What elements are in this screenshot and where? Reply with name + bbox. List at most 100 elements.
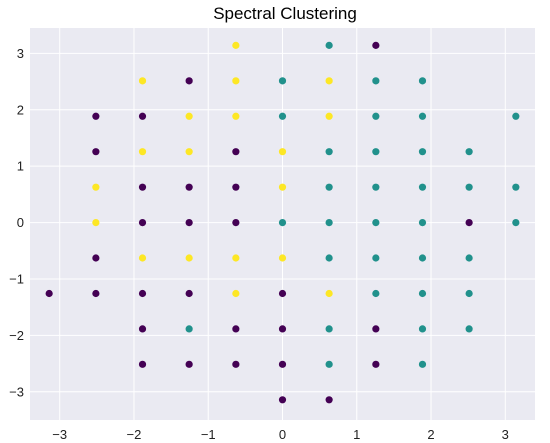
scatter-point [325, 289, 333, 298]
scatter-point [372, 218, 380, 227]
y-tick-label: 3 [17, 46, 24, 61]
scatter-point [138, 218, 147, 227]
points-layer [45, 41, 520, 404]
scatter-point [92, 148, 100, 156]
y-tick-label: 2 [17, 102, 24, 117]
scatter-point [92, 183, 100, 191]
scatter-point [325, 325, 333, 333]
x-tick-label: −3 [52, 427, 67, 442]
scatter-point [465, 289, 473, 298]
scatter-point [185, 360, 193, 368]
scatter-point [372, 77, 380, 85]
scatter-point [325, 254, 333, 262]
scatter-point [232, 77, 240, 85]
x-tick-label: −1 [201, 427, 216, 442]
scatter-point [138, 183, 147, 191]
scatter-point [185, 183, 193, 191]
scatter-point [232, 360, 240, 368]
scatter-point [92, 289, 100, 298]
scatter-point [465, 218, 473, 227]
scatter-point [185, 218, 193, 227]
scatter-point [325, 360, 333, 368]
scatter-point [232, 218, 240, 227]
scatter-point [278, 148, 287, 156]
scatter-point [325, 218, 333, 227]
chart-title: Spectral Clustering [213, 4, 357, 23]
scatter-point [325, 148, 333, 156]
scatter-point [185, 148, 193, 156]
scatter-point [325, 183, 333, 191]
scatter-point [138, 77, 147, 85]
scatter-point [418, 148, 427, 156]
scatter-point [278, 289, 287, 298]
scatter-point [278, 360, 287, 368]
scatter-point [138, 112, 147, 120]
scatter-point [418, 360, 427, 368]
scatter-point [418, 254, 427, 262]
scatter-point [232, 289, 240, 298]
scatter-point [278, 218, 287, 227]
scatter-point [465, 183, 473, 191]
scatter-point [372, 325, 380, 333]
scatter-point [278, 254, 287, 262]
scatter-point [372, 112, 380, 120]
scatter-point [418, 289, 427, 298]
x-tick-labels: −3 −2 −1 0 1 2 3 [52, 427, 509, 442]
y-tick-label: −1 [9, 271, 24, 286]
scatter-point [278, 77, 287, 85]
scatter-point [185, 289, 193, 298]
scatter-point [185, 112, 193, 120]
scatter-point [465, 148, 473, 156]
scatter-point [92, 254, 100, 262]
scatter-point [232, 148, 240, 156]
scatter-point [278, 183, 287, 191]
scatter-point [138, 254, 147, 262]
scatter-point [138, 360, 147, 368]
scatter-point [512, 183, 520, 191]
scatter-point [232, 112, 240, 120]
scatter-point [92, 218, 100, 227]
scatter-point [512, 112, 520, 120]
scatter-point [232, 183, 240, 191]
scatter-point [278, 396, 287, 404]
scatter-point [418, 218, 427, 227]
x-tick-label: 1 [353, 427, 360, 442]
y-tick-label: −2 [9, 328, 24, 343]
y-tick-label: 0 [17, 215, 24, 230]
scatter-point [325, 77, 333, 85]
scatter-point [372, 254, 380, 262]
x-tick-label: 3 [502, 427, 509, 442]
scatter-point [372, 183, 380, 191]
scatter-point [372, 360, 380, 368]
scatter-point [418, 112, 427, 120]
x-tick-label: −2 [127, 427, 142, 442]
scatter-point [325, 41, 333, 49]
scatter-point [138, 289, 147, 298]
y-tick-label: −3 [9, 384, 24, 399]
scatter-point [138, 325, 147, 333]
y-tick-label: 1 [17, 159, 24, 174]
scatter-point [185, 254, 193, 262]
scatter-point [418, 77, 427, 85]
scatter-point [185, 77, 193, 85]
scatter-point [372, 289, 380, 298]
scatter-point [232, 254, 240, 262]
scatter-point [372, 148, 380, 156]
scatter-point [465, 254, 473, 262]
x-tick-label: 2 [427, 427, 434, 442]
scatter-point [185, 325, 193, 333]
scatter-point [512, 218, 520, 227]
scatter-point [325, 396, 333, 404]
scatter-point [372, 41, 380, 49]
scatter-point [138, 148, 147, 156]
y-tick-labels: −3 −2 −1 0 1 2 3 [9, 46, 24, 399]
scatter-point [278, 325, 287, 333]
scatter-point [418, 183, 427, 191]
scatter-point [418, 325, 427, 333]
x-tick-label: 0 [279, 427, 286, 442]
scatter-point [465, 325, 473, 333]
scatter-point [232, 325, 240, 333]
scatter-point [278, 112, 287, 120]
scatter-point [45, 289, 53, 298]
